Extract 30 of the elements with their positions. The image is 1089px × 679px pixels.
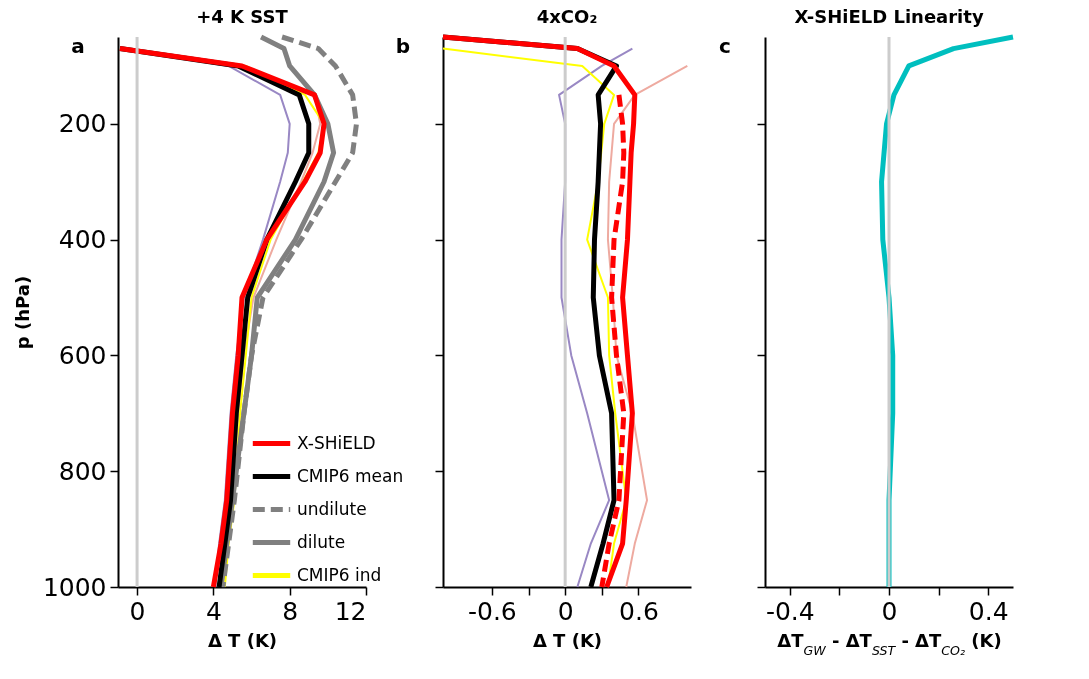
x-tick-label: 0: [881, 596, 898, 626]
y-axis-title: p (hPa): [11, 275, 33, 350]
y-tick-label: 600: [58, 340, 107, 370]
legend-label: CMIP6 mean: [297, 465, 404, 486]
legend-label: CMIP6 ind: [297, 564, 382, 585]
x-tick-label: -0.6: [467, 596, 517, 626]
y-tick-label: 800: [58, 456, 107, 486]
x-tick-label: 8: [282, 596, 299, 626]
x-tick-label: 4: [205, 596, 222, 626]
legend-label: X-SHiELD: [297, 432, 376, 453]
x-axis-title: Δ T (K): [532, 629, 603, 651]
chart-title: 4xCO₂: [536, 5, 598, 27]
x-tick-label: 0.4: [968, 596, 1009, 626]
y-tick-label: 1000: [42, 572, 107, 602]
legend-label: dilute: [297, 531, 346, 552]
chart-title: X-SHiELD Linearity: [794, 5, 984, 27]
legend-label: undilute: [297, 498, 367, 519]
x-tick-label: 0: [557, 596, 574, 626]
y-tick-label: 400: [58, 225, 107, 255]
x-axis-title: ΔT$_{GW}$ - ΔT$_{SST}$ - ΔT$_{CO₂}$ (K): [777, 629, 1002, 657]
text: b: [395, 34, 411, 58]
x-tick-label: 0: [129, 596, 146, 626]
y-tick-label: 200: [58, 109, 107, 139]
x-tick-label: 0.6: [619, 596, 659, 626]
text: c: [719, 34, 731, 58]
x-tick-label: -0.4: [765, 596, 815, 626]
text: a: [71, 34, 85, 58]
x-axis-title: Δ T (K): [207, 629, 278, 651]
x-tick-label: 12: [334, 596, 367, 626]
chart-title: +4 K SST: [196, 5, 289, 27]
